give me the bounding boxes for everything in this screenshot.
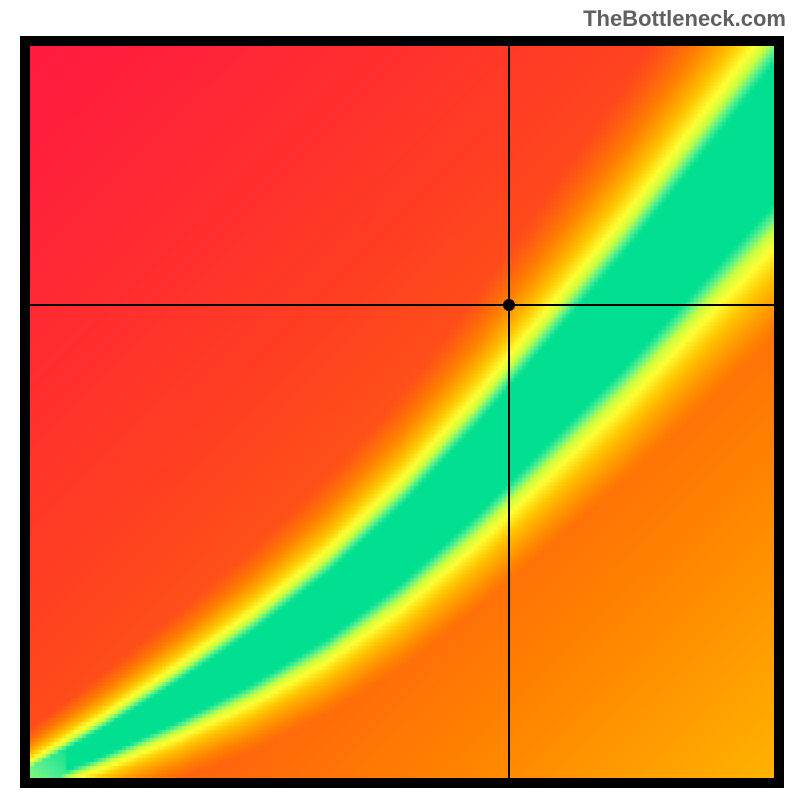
chart-container: TheBottleneck.com — [0, 0, 800, 800]
heatmap-canvas — [30, 46, 774, 778]
watermark-text: TheBottleneck.com — [583, 6, 786, 32]
